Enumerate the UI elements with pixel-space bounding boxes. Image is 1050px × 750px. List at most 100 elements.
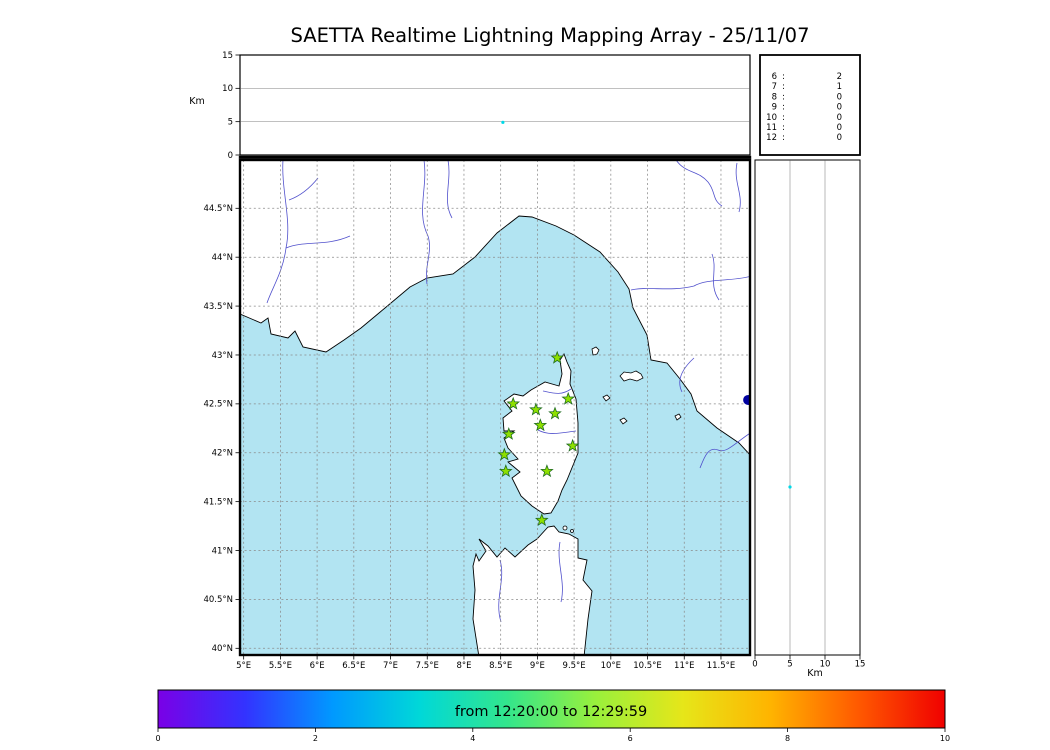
river bbox=[288, 177, 319, 201]
colorbar-ticks: 0 2 4 6 8 10 bbox=[155, 728, 950, 743]
colorbar-tick-label: 6 bbox=[628, 734, 633, 743]
colorbar: from 12:20:00 to 12:29:59 0 2 4 6 8 10 bbox=[155, 689, 950, 743]
stat-count: 0 bbox=[837, 103, 842, 113]
colorbar-tick-label: 0 bbox=[155, 734, 160, 743]
station-marker bbox=[497, 447, 512, 461]
stat-sep: : bbox=[782, 103, 785, 113]
island-capraia bbox=[591, 346, 600, 356]
river bbox=[735, 162, 741, 213]
lon-tick-label: 11.5°E bbox=[707, 661, 736, 671]
island-giglio bbox=[674, 413, 682, 421]
rivers bbox=[266, 160, 750, 623]
stat-bin: 12 bbox=[766, 133, 777, 143]
station-marker bbox=[540, 464, 554, 478]
lightning-point bbox=[501, 120, 505, 124]
station-marker bbox=[535, 513, 549, 527]
lon-tick-label: 7.5°E bbox=[416, 661, 439, 671]
island-montecristo bbox=[619, 417, 628, 425]
alt-lat-points bbox=[788, 485, 792, 489]
map-content bbox=[240, 160, 750, 655]
island-pianosa bbox=[602, 394, 611, 402]
stat-count: 0 bbox=[837, 113, 842, 123]
lon-tick-label: 10.5°E bbox=[633, 661, 662, 671]
lightning-point bbox=[743, 394, 750, 405]
map-gridlines bbox=[240, 160, 750, 655]
colorbar-gradient-bar bbox=[157, 689, 946, 729]
lon-tick-label: 5°E bbox=[236, 661, 251, 671]
lat-tick-label: 42.5°N bbox=[203, 400, 233, 410]
lat-tick-label: 44°N bbox=[212, 253, 233, 263]
river bbox=[558, 541, 563, 603]
station-marker bbox=[533, 418, 548, 432]
alt-tick-label: 0 bbox=[752, 660, 757, 670]
lon-tick-label: 6.5°E bbox=[342, 661, 365, 671]
station-markers bbox=[497, 350, 580, 527]
stat-bin: 11 bbox=[766, 123, 777, 133]
stat-bin: 8 bbox=[772, 92, 777, 102]
coastline-sardinia bbox=[472, 525, 593, 655]
lon-tick-label: 6°E bbox=[310, 661, 325, 671]
stat-bin: 7 bbox=[772, 82, 777, 92]
stat-bin: 10 bbox=[766, 113, 777, 123]
coastline-continent bbox=[240, 160, 750, 456]
page-title: SAETTA Realtime Lightning Mapping Array … bbox=[291, 24, 810, 47]
stat-sep: : bbox=[782, 72, 785, 82]
lat-tick-label: 42°N bbox=[212, 449, 233, 459]
stat-count: 2 bbox=[837, 72, 842, 82]
lat-tick-label: 44.5°N bbox=[203, 204, 233, 214]
river bbox=[630, 276, 750, 291]
km-axis-label-top: Km bbox=[189, 96, 204, 107]
alt-lat-ticks: 0 5 10 15 bbox=[752, 655, 866, 670]
colorbar-tick-label: 4 bbox=[470, 734, 475, 743]
lightning-point bbox=[788, 485, 792, 489]
stat-sep: : bbox=[782, 113, 785, 123]
alt-lat-gridlines bbox=[789, 160, 826, 655]
stat-count: 0 bbox=[837, 92, 842, 102]
alt-tick-label: 10 bbox=[222, 84, 233, 94]
river bbox=[699, 432, 750, 469]
alt-lat-panel: 0 5 10 15 Km bbox=[752, 159, 866, 679]
station-marker bbox=[506, 396, 521, 410]
station-marker bbox=[548, 406, 562, 420]
river bbox=[446, 160, 453, 219]
alt-tick-label: 15 bbox=[222, 51, 233, 61]
lon-tick-label: 9°E bbox=[530, 661, 545, 671]
stats-panel: 6: 2 7: 1 8: 0 9: 0 10: 0 11: 0 12: 0 bbox=[759, 54, 861, 156]
river bbox=[679, 357, 695, 393]
lon-tick-label: 7°E bbox=[383, 661, 398, 671]
alt-lat-frame bbox=[754, 159, 861, 656]
lon-tick-label: 9.5°E bbox=[563, 661, 586, 671]
stat-bin: 6 bbox=[772, 72, 777, 82]
stat-count: 0 bbox=[837, 123, 842, 133]
map-panel: 44.5°N 44°N 43.5°N 43°N 42.5°N 42°N 41.5°N 41°N… bbox=[203, 155, 752, 671]
stat-bin: 9 bbox=[772, 103, 777, 113]
lat-tick-label: 40.5°N bbox=[203, 595, 233, 605]
stat-sep: : bbox=[782, 133, 785, 143]
river bbox=[537, 429, 577, 434]
river bbox=[675, 160, 723, 207]
lon-tick-label: 8.5°E bbox=[489, 661, 512, 671]
lat-tick-label: 41°N bbox=[212, 546, 233, 556]
lightning-points bbox=[743, 394, 750, 405]
alt-lon-panel: 0 5 10 15 Km bbox=[189, 51, 751, 161]
alt-lon-ticks: 0 5 10 15 bbox=[222, 51, 240, 161]
colorbar-tick-label: 2 bbox=[313, 734, 318, 743]
stat-count: 1 bbox=[837, 82, 842, 92]
river bbox=[498, 559, 503, 623]
coastline-corsica bbox=[502, 353, 579, 515]
lon-tick-label: 11°E bbox=[674, 661, 694, 671]
island-caprera bbox=[570, 529, 574, 533]
alt-tick-label: 15 bbox=[855, 660, 866, 670]
lat-tick-label: 43.5°N bbox=[203, 302, 233, 312]
colorbar-tick-label: 10 bbox=[940, 734, 950, 743]
river bbox=[711, 253, 720, 301]
lat-tick-label: 41.5°N bbox=[203, 497, 233, 507]
lon-tick-label: 5.5°E bbox=[269, 661, 292, 671]
alt-tick-label: 5 bbox=[228, 117, 233, 127]
stats-rows: 6: 2 7: 1 8: 0 9: 0 10: 0 11: 0 12: 0 bbox=[766, 72, 842, 143]
island-maddalena bbox=[562, 525, 568, 531]
map-frame bbox=[238, 158, 752, 657]
alt-tick-label: 5 bbox=[787, 660, 792, 670]
